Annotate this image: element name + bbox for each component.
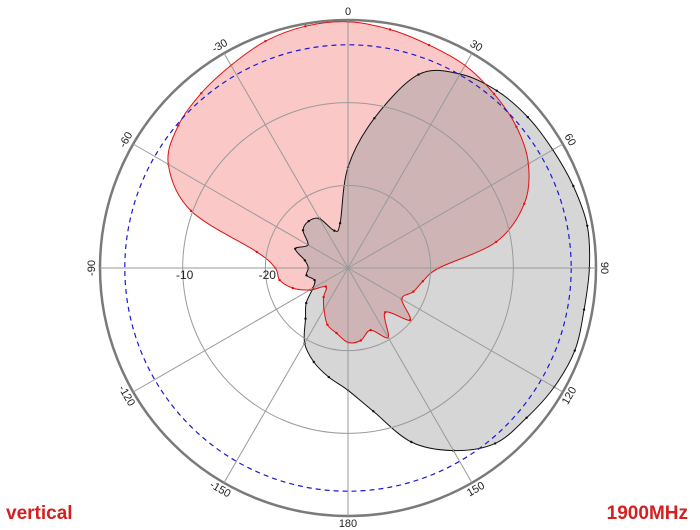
series-1-point — [264, 40, 267, 43]
series-2-point — [526, 115, 529, 119]
polarization-label: vertical — [6, 503, 73, 524]
series-2-point — [495, 89, 498, 92]
series-2-point — [586, 224, 589, 227]
series-1-point — [388, 28, 392, 31]
series-layer — [167, 20, 591, 452]
series-2-point — [307, 219, 310, 223]
series-1-point — [255, 250, 258, 254]
angle-tick-label: 30 — [468, 38, 485, 55]
angle-tick-label: -150 — [208, 479, 233, 500]
series-2-point — [525, 416, 528, 419]
grid-spoke — [223, 267, 349, 484]
series-2-point — [494, 442, 497, 445]
series-2-point — [573, 349, 576, 352]
series-1-point — [291, 286, 294, 290]
series-1-point — [412, 290, 415, 293]
radial-tick-label: -10 — [176, 268, 194, 282]
series-1-point — [515, 125, 518, 128]
series-2-point — [410, 440, 413, 444]
angle-tick-label: 150 — [465, 480, 487, 500]
radial-tick-label: -20 — [259, 268, 277, 282]
series-1-point — [495, 240, 498, 244]
angle-tick-label: -90 — [86, 260, 98, 276]
series-2-point — [301, 229, 305, 232]
series-1-point — [189, 209, 193, 213]
series-1-point — [278, 278, 281, 282]
grid-overlay — [98, 18, 598, 518]
series-1-point — [421, 280, 425, 283]
angle-tick-label: 180 — [339, 518, 357, 530]
series-1-point — [359, 339, 362, 342]
series-2-point — [303, 259, 307, 262]
series-2-point — [338, 222, 342, 225]
series-1-point — [335, 331, 338, 335]
series-1-point — [177, 124, 180, 127]
series-2-point — [582, 308, 586, 311]
angle-tick-label: 60 — [562, 132, 579, 149]
angle-tick-label: 90 — [598, 262, 610, 274]
series-2-point — [372, 410, 375, 413]
series-1-point — [427, 43, 431, 47]
grid-spoke — [347, 52, 473, 269]
angle-tick-label: 0 — [345, 6, 351, 18]
series-2-point — [572, 184, 575, 188]
series-2-point — [304, 317, 307, 320]
series-2-point — [305, 274, 308, 277]
angle-tick-label: -120 — [116, 383, 137, 408]
series-1-point — [408, 318, 412, 322]
series-1-point — [326, 323, 329, 326]
series-2-point — [294, 247, 297, 250]
series-2-point — [417, 73, 420, 76]
series-1-point — [324, 285, 327, 288]
angle-tick-label: 120 — [560, 385, 580, 407]
series-1-point — [322, 295, 325, 299]
series-1-point — [369, 328, 372, 332]
grid-spoke — [223, 52, 349, 269]
series-2-point — [313, 279, 316, 282]
series-1-point — [492, 92, 496, 96]
grid-spoke — [347, 267, 473, 484]
grid-spoke — [347, 267, 564, 393]
frequency-label: 1900MHz — [606, 503, 688, 524]
series-1-point — [200, 92, 203, 95]
grid-spoke — [132, 143, 349, 269]
grid-spoke — [132, 267, 349, 393]
series-2-point — [305, 301, 308, 305]
series-1-point — [384, 311, 387, 314]
series-2-point — [373, 117, 376, 120]
series-2-point — [333, 229, 336, 232]
grid-spoke — [347, 143, 564, 269]
series-1-point — [304, 25, 307, 28]
series-2-point — [327, 375, 330, 379]
series-1-point — [523, 202, 526, 205]
series-2-point — [312, 360, 315, 364]
